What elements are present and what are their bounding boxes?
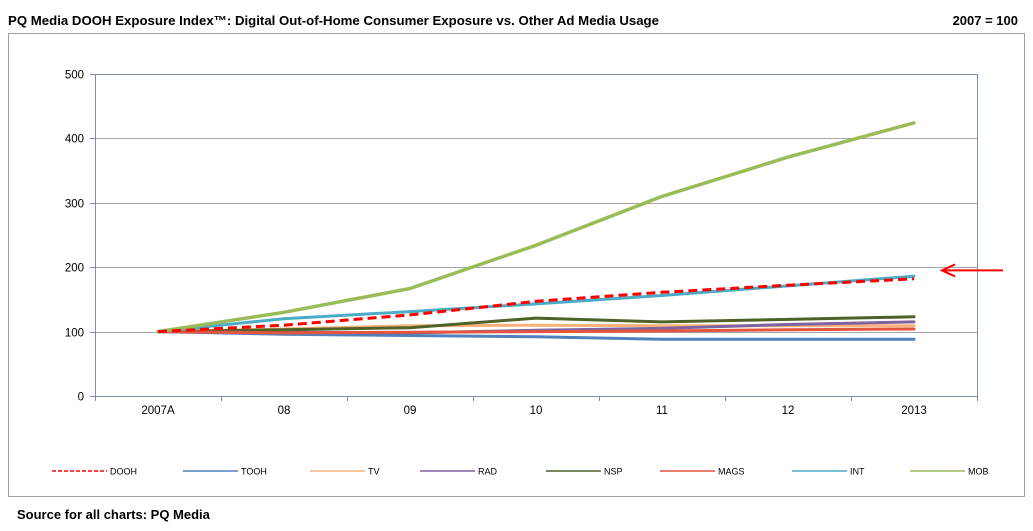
legend-label: TOOH [241, 467, 267, 477]
series-line-dooh [157, 277, 915, 334]
legend-label: INT [850, 467, 865, 477]
legend-item-mob: MOB [910, 467, 989, 477]
x-tick-label: 12 [782, 405, 795, 417]
legend-label: RAD [478, 467, 498, 477]
legend-item-int: INT [792, 467, 865, 477]
series-line-mags [156, 327, 916, 335]
legend-item-mags: MAGS [660, 467, 745, 477]
y-tick-label: 400 [65, 134, 84, 146]
axes: 0 100 200 300 400 500 2007A 08 09 10 11 12 2013 [65, 70, 978, 417]
x-tick-label: 11 [656, 405, 668, 417]
annotations [939, 263, 1003, 278]
legend-label: MAGS [718, 467, 745, 477]
plot-area [95, 74, 978, 397]
legend-item-tooh: TOOH [183, 467, 267, 477]
legend-item-dooh: DOOH [52, 467, 137, 477]
x-tick-label: 2007A [141, 405, 175, 417]
y-tick-label: 100 [65, 328, 84, 340]
legend-item-rad: RAD [420, 467, 498, 477]
x-tick-label: 09 [404, 405, 417, 417]
legend-label: NSP [604, 467, 623, 477]
y-tick-label: 0 [78, 392, 84, 404]
legend-item-tv: TV [310, 467, 380, 477]
source-note: Source for all charts: PQ Media [17, 507, 211, 522]
x-tick-label: 10 [530, 405, 543, 417]
y-tick-label: 300 [65, 199, 84, 211]
x-tick-label: 08 [278, 405, 291, 417]
series-lines [156, 121, 916, 341]
x-tick-label: 2013 [901, 405, 927, 417]
index-base-note: 2007 = 100 [953, 13, 1018, 28]
y-tick-label: 500 [65, 70, 84, 82]
legend-label: DOOH [110, 467, 137, 477]
chart-title: PQ Media DOOH Exposure Index™: Digital O… [8, 13, 659, 28]
chart-frame [8, 33, 1025, 497]
annotation-arrow [939, 263, 1003, 278]
legend-label: MOB [968, 467, 989, 477]
legend: DOOH TOOH TV RAD NSP MAGS INT MOB [52, 467, 989, 477]
legend-label: TV [368, 467, 380, 477]
y-tick-label: 200 [65, 263, 84, 275]
arrow-head [939, 263, 956, 278]
legend-item-nsp: NSP [546, 467, 623, 477]
series-line-mob [156, 121, 916, 334]
series-line-nsp [156, 315, 916, 334]
